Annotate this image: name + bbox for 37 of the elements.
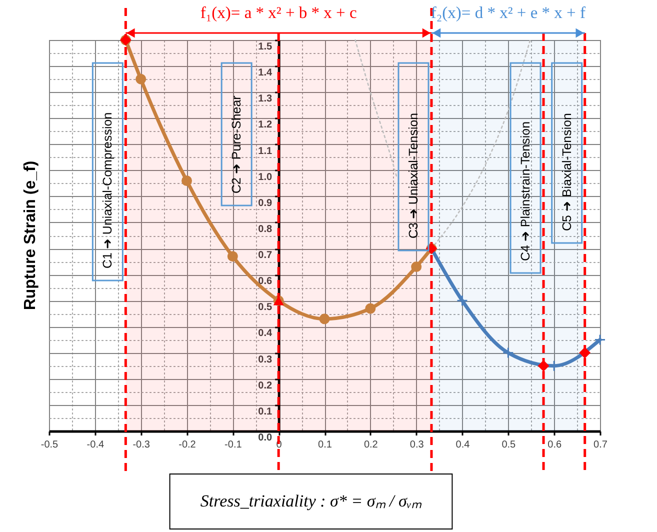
- band-label: f₂(x)= d * x² + e * x + f: [430, 3, 586, 22]
- ref-line-label: C2 ➜ Pure-Shear: [230, 96, 244, 194]
- y-tick-label: 1.4: [258, 68, 273, 79]
- x-tick-label: 0.4: [456, 440, 470, 450]
- x-tick-label: -0.3: [132, 440, 150, 450]
- x-tick-label: -0.2: [178, 440, 196, 450]
- x-tick-label: 0.7: [594, 440, 608, 450]
- y-axis-title: Rupture Strain (e_f): [22, 160, 39, 310]
- y-tick-label: 0.6: [258, 276, 273, 288]
- y-tick-label: 0.3: [258, 354, 273, 366]
- band-label: f₁(x)= a * x² + b * x + c: [200, 3, 357, 22]
- x-tick-label: 0.2: [364, 440, 378, 450]
- y-tick-label: 0.0: [258, 432, 273, 444]
- y-tick-label: 1.5: [258, 42, 273, 52]
- y-tick-label: 0.4: [258, 328, 273, 340]
- y-tick-label: 1.1: [258, 146, 273, 157]
- x-tick-label: 0.1: [318, 440, 332, 450]
- x-tick-label: 0.6: [548, 440, 562, 450]
- y-tick-label: 1.0: [258, 172, 273, 183]
- y-tick-label: 1.2: [258, 120, 273, 131]
- y-tick-label: 0.8: [258, 224, 273, 235]
- ref-line-label: C3 ➜ Uniaxial-Tension: [406, 112, 420, 238]
- y-tick-label: 0.7: [258, 250, 273, 262]
- x-tick-label: 0.5: [502, 440, 516, 450]
- y-tick-label: 0.1: [258, 406, 273, 418]
- ref-line-label: C5 ➜ Biaxial-Tension: [560, 112, 574, 231]
- x-tick-label: -0.4: [86, 440, 104, 450]
- ref-line-label: C1 ➜ Uniaxial-Compression: [100, 112, 115, 268]
- ref-line-label: C4 ➜ Plainstrain-Tension: [518, 121, 533, 261]
- y-tick-label: 0.5: [258, 302, 273, 314]
- x-tick-label: 0.3: [410, 440, 424, 450]
- x-axis-title: Stress_triaxiality : σ* = σₘ / σᵥₘ: [200, 492, 423, 510]
- y-tick-label: 0.2: [258, 380, 273, 392]
- x-tick-label: -0.1: [224, 440, 242, 450]
- y-tick-label: 0.9: [258, 198, 273, 209]
- y-tick-label: 1.3: [258, 94, 273, 105]
- x-tick-label: -0.5: [40, 440, 59, 450]
